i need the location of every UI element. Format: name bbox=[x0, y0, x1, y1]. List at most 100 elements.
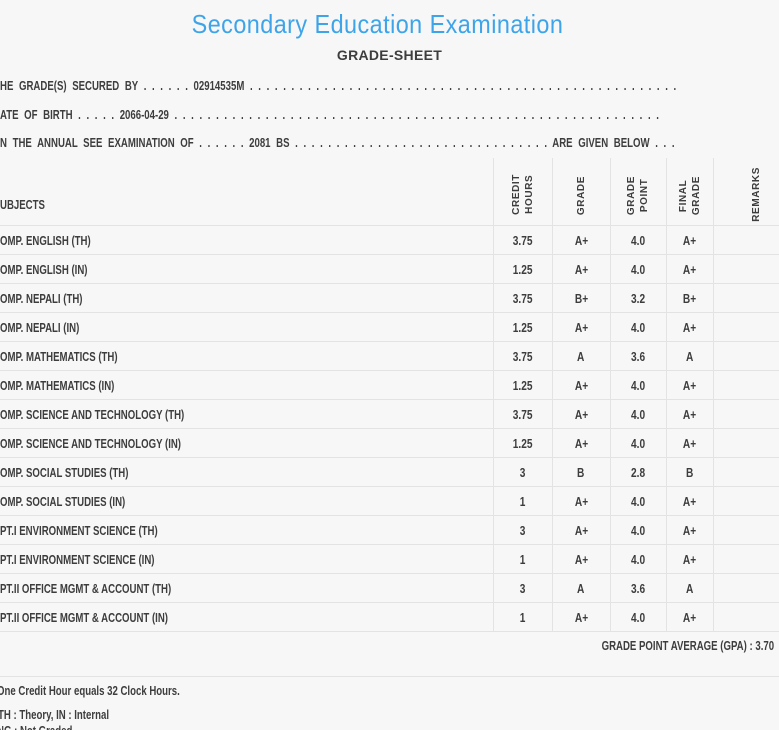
date-of-birth-text: ATE OF BIRTH . . . . . 2066-04-29 . . . … bbox=[0, 108, 659, 122]
note-credit-hour-text: One Credit Hour equals 32 Clock Hours. bbox=[0, 683, 180, 698]
subject-cell: OMP. MATHEMATICS (IN) bbox=[0, 370, 493, 400]
page-title: Secondary Education Examination bbox=[0, 9, 755, 40]
final-grade-cell: A+ bbox=[665, 370, 713, 400]
credit-hours-value: 3 bbox=[519, 522, 526, 538]
final-grade-value: A+ bbox=[682, 406, 697, 422]
grade-cell: A+ bbox=[551, 399, 610, 429]
subject-cell: PT.I ENVIRONMENT SCIENCE (IN) bbox=[0, 544, 493, 574]
subject-text: PT.I ENVIRONMENT SCIENCE (TH) bbox=[0, 522, 158, 538]
final-grade-value: A bbox=[685, 580, 694, 596]
final-grade-cell: A+ bbox=[665, 544, 713, 574]
grade-value: B+ bbox=[574, 290, 588, 306]
remarks-cell bbox=[712, 399, 779, 429]
grade-value: A+ bbox=[574, 522, 588, 538]
final-grade-value: A+ bbox=[682, 261, 697, 277]
note-credit-hour: One Credit Hour equals 32 Clock Hours. bbox=[0, 683, 244, 698]
final-grade-value: A+ bbox=[682, 522, 697, 538]
final-grade-value: A+ bbox=[682, 232, 697, 248]
note-abbreviations-text: TH : Theory, IN : Internal bbox=[0, 707, 109, 722]
subject-cell: PT.II OFFICE MGMT & ACCOUNT (TH) bbox=[0, 573, 493, 603]
grade-point-value: 4.0 bbox=[630, 406, 646, 422]
subject-text: OMP. SOCIAL STUDIES (TH) bbox=[0, 464, 129, 480]
date-of-birth-line: ATE OF BIRTH . . . . . 2066-04-29 . . . … bbox=[0, 108, 779, 122]
grade-value: A+ bbox=[574, 551, 588, 567]
table-row: PT.I ENVIRONMENT SCIENCE (TH) 3 A+ 4.0 A… bbox=[0, 515, 779, 545]
final-grade-value: B bbox=[685, 464, 694, 480]
grade-value: A+ bbox=[574, 319, 588, 335]
subject-text: PT.I ENVIRONMENT SCIENCE (IN) bbox=[0, 551, 155, 567]
subject-cell: OMP. ENGLISH (IN) bbox=[0, 254, 493, 284]
grade-cell: A+ bbox=[551, 515, 610, 545]
credit-hours-value: 3 bbox=[519, 580, 526, 596]
subject-text: OMP. MATHEMATICS (TH) bbox=[0, 348, 118, 364]
grade-cell: B+ bbox=[551, 283, 610, 313]
remarks-cell bbox=[712, 544, 779, 574]
credit-hours-cell: 3.75 bbox=[492, 341, 552, 371]
examination-year-text: N THE ANNUAL SEE EXAMINATION OF . . . . … bbox=[0, 136, 675, 150]
credit-hours-value: 3 bbox=[519, 464, 526, 480]
subject-cell: OMP. MATHEMATICS (TH) bbox=[0, 341, 493, 371]
grade-cell: A bbox=[551, 573, 610, 603]
grade-point-value: 4.0 bbox=[630, 261, 646, 277]
grade-point-cell: 4.0 bbox=[609, 544, 666, 574]
note-clipped-line: NG : Not Graded bbox=[0, 723, 99, 730]
table-row: OMP. NEPALI (TH) 3.75 B+ 3.2 B+ bbox=[0, 283, 779, 313]
table-row: OMP. SOCIAL STUDIES (TH) 3 B 2.8 B bbox=[0, 457, 779, 487]
header-final-grade: FINAL GRADE bbox=[665, 158, 713, 226]
grade-point-cell: 4.0 bbox=[609, 225, 666, 255]
final-grade-value: A bbox=[685, 348, 694, 364]
grades-table: UBJECTS CREDIT HOURS GRADE GRADE POINT F… bbox=[0, 158, 779, 632]
credit-hours-cell: 3 bbox=[492, 457, 552, 487]
header-credit-hours: CREDIT HOURS bbox=[492, 158, 552, 226]
gpa-summary: GRADE POINT AVERAGE (GPA) : 3.70 bbox=[541, 638, 774, 653]
subject-cell: PT.II OFFICE MGMT & ACCOUNT (IN) bbox=[0, 602, 493, 632]
header-grade: GRADE bbox=[551, 158, 610, 226]
grade-point-value: 4.0 bbox=[630, 435, 646, 451]
grade-point-cell: 4.0 bbox=[609, 254, 666, 284]
grade-point-cell: 3.6 bbox=[609, 341, 666, 371]
subject-cell: OMP. SCIENCE AND TECHNOLOGY (IN) bbox=[0, 428, 493, 458]
grade-value: A+ bbox=[574, 435, 588, 451]
final-grade-cell: A+ bbox=[665, 515, 713, 545]
footer-divider bbox=[0, 676, 779, 677]
subject-cell: OMP. SOCIAL STUDIES (TH) bbox=[0, 457, 493, 487]
remarks-cell bbox=[712, 457, 779, 487]
credit-hours-value: 1 bbox=[519, 493, 526, 509]
grade-value: B bbox=[577, 464, 585, 480]
credit-hours-value: 1.25 bbox=[512, 319, 533, 335]
credit-hours-cell: 3.75 bbox=[492, 283, 552, 313]
credit-hours-value: 3.75 bbox=[512, 406, 533, 422]
grade-point-value: 3.6 bbox=[630, 348, 646, 364]
credit-hours-value: 1 bbox=[519, 551, 526, 567]
grade-cell: A+ bbox=[551, 370, 610, 400]
subject-text: OMP. NEPALI (IN) bbox=[0, 319, 80, 335]
credit-hours-value: 3.75 bbox=[512, 232, 533, 248]
remarks-cell bbox=[712, 283, 779, 313]
subject-text: OMP. ENGLISH (IN) bbox=[0, 261, 88, 277]
grade-value: A+ bbox=[574, 377, 588, 393]
final-grade-value: A+ bbox=[682, 551, 697, 567]
subject-text: OMP. MATHEMATICS (IN) bbox=[0, 377, 115, 393]
credit-hours-cell: 1 bbox=[492, 544, 552, 574]
final-grade-cell: A+ bbox=[665, 254, 713, 284]
remarks-cell bbox=[712, 225, 779, 255]
grade-point-value: 4.0 bbox=[630, 522, 646, 538]
header-grade-point: GRADE POINT bbox=[609, 158, 666, 226]
grade-point-cell: 4.0 bbox=[609, 370, 666, 400]
grade-value: A bbox=[577, 348, 585, 364]
remarks-cell bbox=[712, 341, 779, 371]
grade-cell: A+ bbox=[551, 225, 610, 255]
subject-text: PT.II OFFICE MGMT & ACCOUNT (TH) bbox=[0, 580, 172, 596]
grade-point-value: 2.8 bbox=[630, 464, 646, 480]
grade-point-value: 4.0 bbox=[630, 377, 646, 393]
grade-point-value: 4.0 bbox=[630, 551, 646, 567]
final-grade-cell: A+ bbox=[665, 602, 713, 632]
grade-point-cell: 4.0 bbox=[609, 428, 666, 458]
subject-text: OMP. ENGLISH (TH) bbox=[0, 232, 91, 248]
grades-secured-text: HE GRADE(S) SECURED BY . . . . . . 02914… bbox=[0, 79, 677, 93]
credit-hours-value: 1.25 bbox=[512, 377, 533, 393]
grade-value: A+ bbox=[574, 406, 588, 422]
table-row: PT.I ENVIRONMENT SCIENCE (IN) 1 A+ 4.0 A… bbox=[0, 544, 779, 574]
grades-secured-line: HE GRADE(S) SECURED BY . . . . . . 02914… bbox=[0, 79, 779, 93]
page-subtitle: GRADE-SHEET bbox=[0, 47, 779, 63]
